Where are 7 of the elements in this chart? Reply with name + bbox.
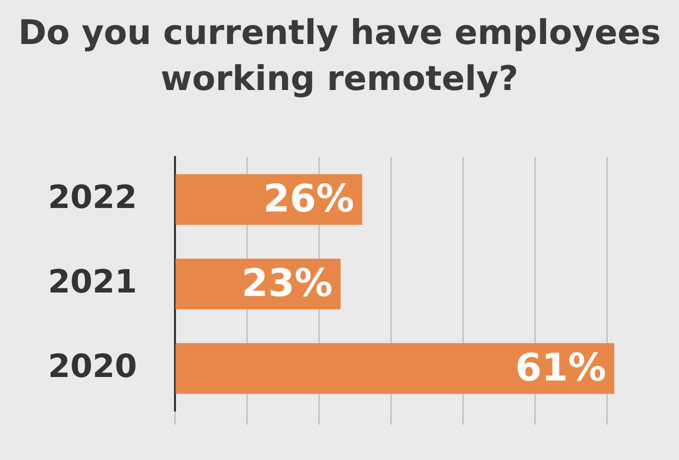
y-tick-label: 2020: [48, 346, 138, 385]
y-tick-label: 2021: [48, 262, 138, 300]
chart-title: Do you currently have employees working remotely?: [17, 12, 662, 101]
data-label: 61%: [515, 345, 606, 390]
data-label: 26%: [263, 176, 354, 220]
data-label: 23%: [242, 260, 333, 305]
y-tick-label: 2022: [48, 178, 138, 216]
